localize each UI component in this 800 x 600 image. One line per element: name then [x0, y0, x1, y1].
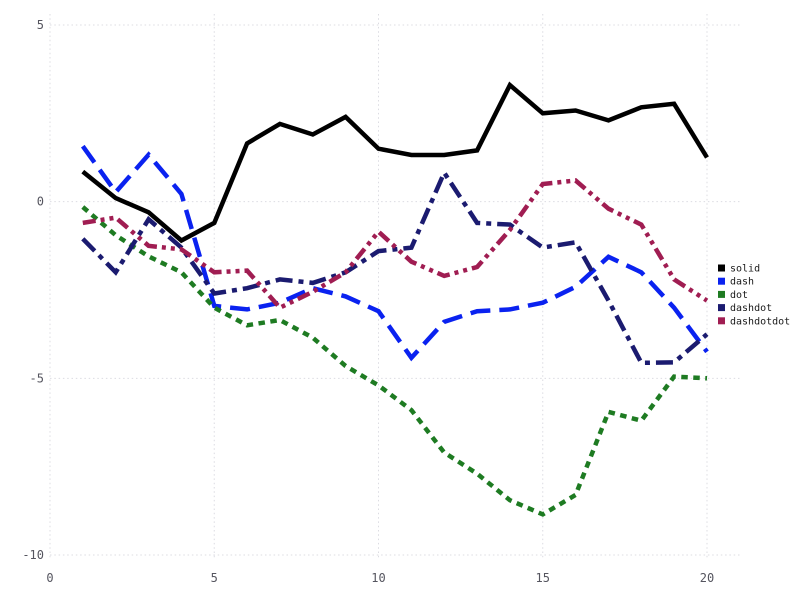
legend-swatch-dash [718, 277, 725, 285]
x-tick-label: 15 [536, 571, 550, 585]
y-tick-label: 5 [37, 18, 44, 32]
legend-label-dashdot: dashdot [730, 303, 772, 314]
legend-swatch-dot [718, 290, 725, 298]
legend-swatch-solid [718, 264, 725, 272]
legend-swatch-dashdot [718, 304, 725, 312]
series-line-dash [80, 144, 709, 362]
legend-label-dashdotdot: dashdotdot [730, 316, 790, 327]
x-tick-label: 20 [700, 571, 714, 585]
series-line-dashdotdot [82, 178, 709, 311]
legend-label-dot: dot [730, 290, 748, 301]
legend-swatch-dashdotdot [718, 317, 725, 325]
legend-label-solid: solid [730, 264, 760, 275]
y-tick-label: -5 [30, 371, 44, 385]
x-tick-label: 5 [211, 571, 218, 585]
legend-label-dash: dash [730, 277, 754, 288]
series-line-dot [81, 205, 708, 517]
x-tick-label: 10 [371, 571, 385, 585]
y-tick-label: -10 [22, 548, 44, 562]
x-tick-label: 0 [46, 571, 53, 585]
y-tick-label: 0 [37, 195, 44, 209]
series-line-solid [81, 81, 709, 244]
